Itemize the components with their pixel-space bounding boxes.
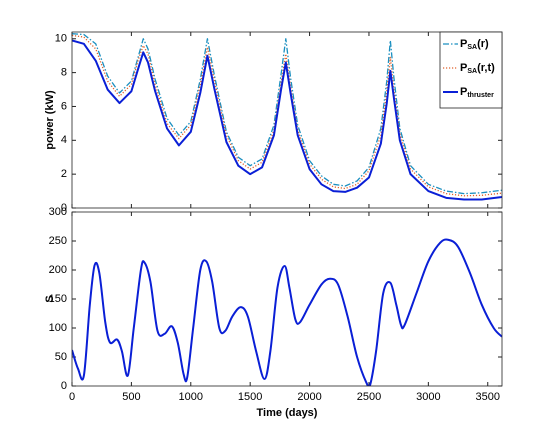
legend-label: PSA(r) <box>460 38 489 51</box>
series-line <box>72 39 502 201</box>
y-axis-label: power (kW) <box>44 90 56 150</box>
y-tick-label: 2 <box>61 168 67 180</box>
legend-label: PSA(r,t) <box>460 62 495 75</box>
y-tick-label: 50 <box>55 351 67 363</box>
x-tick-label: 500 <box>122 391 140 403</box>
x-tick-label: 3500 <box>476 391 500 403</box>
y-tick-label: 8 <box>61 67 67 79</box>
y-tick-label: 10 <box>55 33 67 45</box>
y-tick-label: 300 <box>49 206 67 218</box>
y-tick-label: 200 <box>49 264 67 276</box>
y-tick-label: 0 <box>61 202 67 214</box>
y-tick-label: 4 <box>61 134 67 146</box>
legend-name: P <box>460 62 467 74</box>
y-tick-label: 250 <box>49 235 67 247</box>
x-axis-label: Time (days) <box>257 407 318 419</box>
legend-subscript: SA <box>467 44 477 51</box>
series-line <box>72 34 502 197</box>
x-tick-label: 1500 <box>238 391 262 403</box>
x-tick-label: 2500 <box>357 391 381 403</box>
y-tick-label: 0 <box>61 380 67 392</box>
x-tick-label: 0 <box>69 391 75 403</box>
legend-box <box>439 31 503 109</box>
y-axis-label: S <box>44 295 56 302</box>
y-tick-label: 100 <box>49 322 67 334</box>
axes-box <box>71 211 503 387</box>
series-line <box>72 33 502 195</box>
legend-name: P <box>460 38 467 50</box>
y-tick-label: 6 <box>61 100 67 112</box>
legend-name: P <box>460 86 467 98</box>
y-tick-label: 150 <box>49 293 67 305</box>
series-line <box>72 238 502 386</box>
axes-box <box>71 31 503 209</box>
legend-subscript: thruster <box>467 92 494 99</box>
x-tick-label: 1000 <box>179 391 203 403</box>
legend-subscript: SA <box>467 68 477 75</box>
legend-label: Pthruster <box>460 86 494 99</box>
x-tick-label: 3000 <box>416 391 440 403</box>
x-tick-label: 2000 <box>297 391 321 403</box>
legend-suffix: (r) <box>477 38 489 50</box>
legend-suffix: (r,t) <box>477 62 495 74</box>
